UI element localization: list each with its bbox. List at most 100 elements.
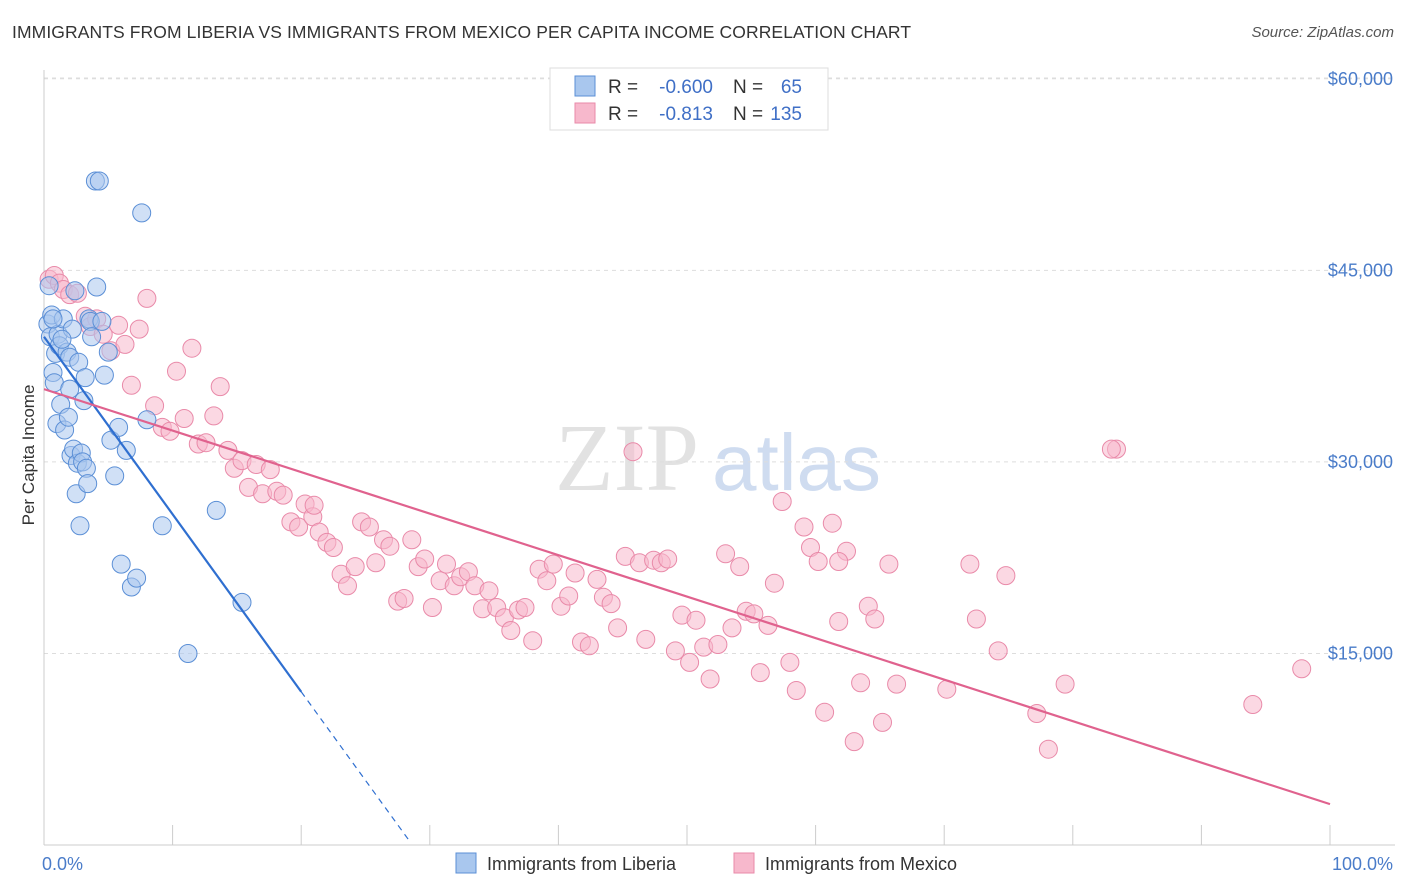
point-mexico-111	[822, 513, 842, 533]
point-mexico-94	[700, 669, 720, 689]
point-mexico-117	[865, 609, 885, 629]
point-liberia-44	[127, 568, 147, 588]
point-liberia-39	[105, 466, 125, 486]
point-mexico-41	[323, 538, 343, 557]
point-liberia-29	[78, 474, 98, 494]
legend-swatch-mexico	[574, 102, 596, 124]
point-liberia-23	[70, 516, 90, 536]
point-mexico-132	[960, 554, 980, 574]
point-mexico-105	[780, 652, 800, 672]
point-mexico-97	[722, 618, 742, 638]
legend-r-value-mexico: -0.813	[659, 104, 713, 125]
point-mexico-23	[196, 433, 216, 453]
watermark-atlas: atlas	[712, 418, 881, 507]
trendlines	[43, 336, 1331, 843]
trendline-mexico	[43, 388, 1331, 806]
bottom-legend-label-mexico: Immigrants from Mexico	[765, 854, 957, 874]
point-mexico-118	[873, 712, 892, 732]
point-mexico-47	[366, 553, 386, 573]
point-mexico-109	[808, 552, 828, 571]
legend-n-label-liberia: N =	[733, 77, 763, 98]
point-mexico-112	[829, 612, 849, 631]
bottom-legend: Immigrants from Liberia Immigrants from …	[455, 852, 957, 874]
point-mexico-75	[565, 563, 585, 583]
point-mexico-55	[422, 598, 442, 617]
x-ticks	[43, 825, 1331, 845]
point-liberia-1	[39, 276, 59, 296]
legend-swatch-liberia	[574, 75, 596, 97]
point-mexico-49	[380, 536, 400, 556]
point-liberia-45	[132, 203, 152, 223]
y-tick-labels: $15,000 $30,000 $45,000 $60,000	[1328, 69, 1393, 664]
series-liberia-points	[38, 171, 252, 663]
point-mexico-57	[437, 554, 456, 574]
point-mexico-63	[479, 581, 499, 601]
point-mexico-129	[1243, 695, 1263, 714]
point-mexico-110	[815, 702, 835, 722]
point-mexico-19	[167, 361, 186, 381]
point-mexico-115	[851, 673, 871, 693]
point-mexico-114	[844, 732, 864, 752]
point-mexico-89	[665, 641, 685, 661]
axes	[43, 70, 1395, 846]
point-mexico-92	[686, 610, 706, 630]
point-mexico-51	[394, 589, 414, 608]
legend-r-label-mexico: R =	[608, 104, 638, 125]
point-mexico-21	[182, 338, 202, 358]
point-mexico-120	[887, 674, 907, 694]
point-mexico-68	[515, 598, 535, 617]
point-mexico-91	[680, 652, 700, 672]
legend: R = -0.600 N = 65 R = -0.813 N = 135	[549, 67, 829, 131]
y-tick-label-30000: $30,000	[1328, 452, 1393, 472]
point-mexico-13	[121, 375, 141, 395]
point-mexico-88	[658, 549, 678, 569]
chart-source: Source: ZipAtlas.com	[1251, 24, 1394, 41]
point-liberia-35	[92, 311, 112, 331]
point-mexico-98	[730, 557, 750, 577]
point-mexico-77	[579, 636, 599, 656]
point-mexico-126	[1038, 739, 1058, 759]
chart-title: IMMIGRANTS FROM LIBERIA VS IMMIGRANTS FR…	[12, 22, 912, 42]
legend-r-value-liberia: -0.600	[659, 77, 713, 98]
point-mexico-122	[966, 609, 986, 629]
legend-n-value-liberia: 65	[781, 77, 802, 98]
point-liberia-40	[109, 417, 129, 437]
point-mexico-85	[636, 629, 656, 649]
point-mexico-66	[501, 621, 521, 640]
point-mexico-133	[1101, 439, 1121, 459]
point-mexico-107	[794, 517, 814, 537]
legend-r-label-liberia: R =	[608, 77, 638, 98]
legend-n-value-mexico: 135	[770, 104, 802, 125]
point-mexico-134	[304, 495, 324, 515]
point-mexico-11	[109, 315, 129, 335]
y-tick-label-60000: $60,000	[1328, 69, 1393, 89]
point-liberia-52	[52, 329, 72, 349]
point-mexico-36	[289, 517, 309, 537]
y-tick-label-15000: $15,000	[1328, 643, 1393, 663]
point-mexico-14	[129, 319, 149, 339]
point-mexico-81	[608, 618, 628, 638]
bottom-legend-label-liberia: Immigrants from Liberia	[487, 854, 677, 874]
legend-box	[549, 67, 829, 131]
point-mexico-95	[708, 635, 728, 654]
point-liberia-36	[94, 365, 114, 385]
point-mexico-124	[996, 566, 1016, 586]
bottom-legend-swatch-mexico	[733, 852, 755, 874]
series-mexico-points	[39, 266, 1312, 759]
trendline-liberia-extension	[300, 691, 411, 843]
point-mexico-127	[1055, 674, 1075, 694]
point-mexico-72	[543, 554, 563, 574]
y-axis-label: Per Capita Income	[19, 385, 38, 526]
y-tick-label-45000: $45,000	[1328, 260, 1393, 280]
x-tick-label-100: 100.0%	[1332, 854, 1393, 874]
point-mexico-32	[260, 460, 280, 480]
point-mexico-18	[160, 421, 180, 441]
point-mexico-69	[523, 631, 543, 651]
point-mexico-12	[115, 334, 135, 354]
point-mexico-52	[402, 530, 422, 550]
point-mexico-104	[772, 492, 792, 511]
legend-n-label-mexico: N =	[733, 104, 763, 125]
bottom-legend-swatch-liberia	[455, 852, 477, 874]
point-liberia-34	[89, 171, 109, 191]
